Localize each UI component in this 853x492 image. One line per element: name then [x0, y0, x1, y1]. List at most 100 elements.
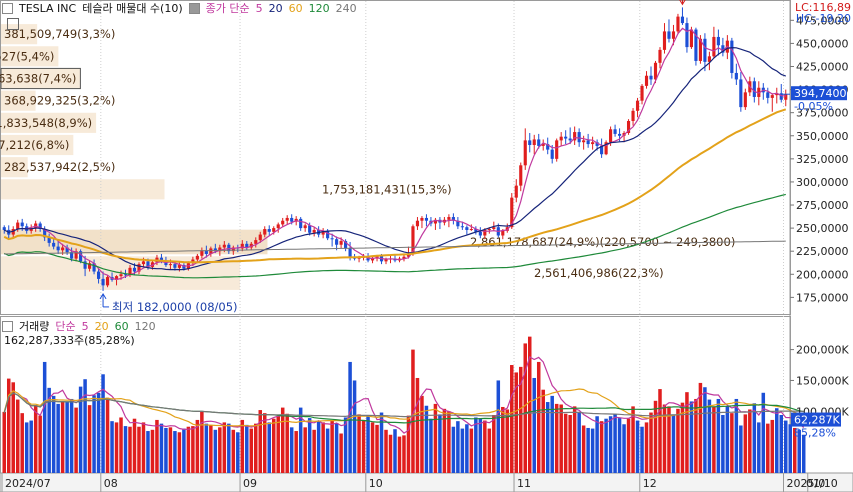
volume-bar	[599, 421, 604, 473]
volume-bar	[56, 403, 60, 473]
candle-body	[132, 267, 137, 272]
volume-bar	[766, 423, 770, 473]
volume-bar	[330, 420, 334, 473]
volume-bar	[622, 424, 626, 473]
volume-bar	[465, 424, 469, 473]
candle-body	[734, 72, 738, 80]
candle-body	[617, 133, 622, 136]
legend-vol-ma-title: 단순	[55, 320, 76, 333]
volume-bar	[204, 423, 209, 473]
volume-bar	[141, 422, 146, 473]
checkbox-icon[interactable]	[188, 2, 200, 14]
candle-body	[200, 250, 204, 256]
candle-body	[2, 227, 6, 230]
volume-bar	[685, 392, 689, 473]
volume-bar	[586, 427, 590, 473]
candle-body	[784, 94, 788, 100]
volume-bar	[631, 406, 635, 473]
candle-body	[195, 255, 199, 260]
candle-body	[555, 140, 559, 159]
volume-bar	[78, 386, 83, 473]
candle-body	[38, 223, 42, 230]
volume-bar	[519, 366, 523, 473]
volume-bar	[96, 392, 101, 473]
x-tick-label: 12	[643, 477, 657, 490]
volume-bar	[357, 414, 361, 473]
x-tick-label: 08	[104, 477, 118, 490]
candle-body	[528, 140, 532, 145]
candle-body	[47, 237, 51, 243]
legend-ma-20: 20	[268, 1, 283, 15]
volume-bar	[236, 432, 240, 473]
candle-body	[339, 241, 343, 245]
candle-body	[658, 49, 662, 63]
volume-bar	[375, 424, 379, 473]
current-price-box	[791, 86, 847, 101]
volume-bar	[339, 433, 343, 473]
volume-bar	[177, 432, 182, 473]
volume-bar	[644, 422, 649, 473]
checkbox-icon[interactable]	[2, 320, 13, 332]
candle-body	[254, 240, 258, 244]
candle-body	[227, 244, 231, 252]
volume-bar	[514, 372, 519, 473]
candle-body	[595, 142, 599, 146]
candle-body	[137, 264, 141, 272]
x-tick-label: 11	[517, 477, 531, 490]
volume-bar	[289, 427, 294, 473]
candle-body	[604, 142, 608, 155]
candle-body	[52, 242, 56, 247]
volume-bar	[388, 434, 393, 473]
candle-body	[635, 100, 640, 111]
volume-bar	[240, 419, 245, 473]
candle-body	[61, 247, 65, 251]
candle-body	[716, 36, 720, 46]
candle-body	[469, 229, 473, 231]
candle-body	[83, 261, 87, 269]
volume-bar	[581, 425, 586, 473]
candle-body	[483, 229, 487, 236]
volume-bar	[47, 387, 51, 473]
panel-toggle-icon[interactable]	[7, 18, 19, 30]
candle-body	[258, 234, 262, 241]
volume-bar	[424, 405, 429, 473]
volume-bar	[146, 431, 150, 473]
price-legend: TESLA INC 테슬라 매물대 수(10) 종가 단순 5 20 60 12…	[0, 0, 357, 16]
legend-volume-title: 거래량	[19, 320, 50, 333]
checkbox-icon[interactable]	[2, 2, 13, 14]
volume-bar	[442, 408, 447, 473]
volume-bar	[312, 429, 316, 473]
volume-bar	[186, 426, 191, 473]
candle-body	[159, 257, 164, 261]
volume-bar	[438, 414, 442, 473]
low-label: 최저 182,0000 (08/05)	[112, 300, 237, 314]
volume-bar	[105, 397, 110, 473]
candle-body	[20, 222, 24, 227]
candle-body	[752, 81, 756, 97]
volume-profile-label: 778,977,212(6,8%)	[0, 138, 69, 152]
volume-bar	[667, 406, 671, 473]
volume-bar	[415, 377, 420, 473]
volume-bar	[276, 416, 280, 473]
volume-bar	[200, 411, 204, 473]
volume-bar	[505, 409, 510, 473]
volume-bar	[51, 395, 56, 473]
current-volume-box	[791, 412, 841, 427]
x-tick-label: 2025/0	[787, 477, 826, 490]
volume-bar	[429, 418, 433, 473]
candle-body	[276, 224, 280, 229]
volume-bar	[334, 423, 339, 473]
volume-bar	[20, 413, 24, 473]
volume-bar	[123, 426, 128, 473]
volume-bar	[604, 418, 608, 473]
volume-bar	[568, 415, 572, 473]
volume-bar	[752, 403, 757, 473]
volume-bar	[447, 411, 451, 473]
volume-bar	[294, 431, 298, 473]
volume-profile-bar	[1, 68, 81, 89]
volume-bar	[231, 429, 236, 473]
volume-bar	[653, 400, 658, 473]
candle-body	[474, 229, 478, 232]
